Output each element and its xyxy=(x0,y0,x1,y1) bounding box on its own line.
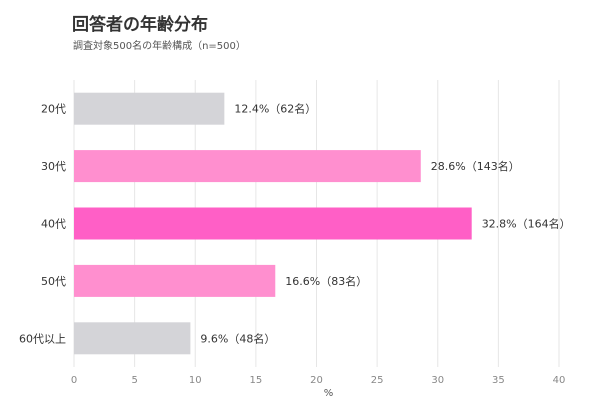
chart-subtitle: 調査対象500名の年齢構成（n=500） xyxy=(73,41,246,52)
category-label: 30代 xyxy=(41,160,66,173)
x-tick-label: 35 xyxy=(492,375,505,386)
x-axis-title: % xyxy=(324,388,334,399)
x-tick-label: 15 xyxy=(250,375,263,386)
x-tick-label: 10 xyxy=(189,375,202,386)
category-label: 60代以上 xyxy=(19,332,66,345)
bar xyxy=(74,92,225,125)
x-tick-label: 5 xyxy=(131,375,137,386)
category-label: 50代 xyxy=(41,275,66,288)
bar xyxy=(74,207,472,240)
category-label: 40代 xyxy=(41,218,66,231)
x-tick-label: 30 xyxy=(431,375,444,386)
data-label: 12.4%（62名） xyxy=(234,102,316,116)
x-tick-label: 0 xyxy=(71,375,77,386)
x-tick-label: 20 xyxy=(310,375,323,386)
bar xyxy=(74,322,191,355)
category-label: 20代 xyxy=(41,103,66,116)
labels: 0 5 10 15 20 25 30 35 40 20代 12.4%（62名） 30代 28.6%（14… xyxy=(19,102,571,386)
chart-title: 回答者の年齢分布 xyxy=(72,15,208,35)
data-label: 9.6%（48名） xyxy=(200,331,275,345)
bars xyxy=(74,92,472,355)
bar xyxy=(74,150,421,183)
bar xyxy=(74,264,276,297)
x-tick-label: 25 xyxy=(371,375,384,386)
x-tick-label: 40 xyxy=(553,375,566,386)
data-label: 28.6%（143名） xyxy=(431,159,520,173)
data-label: 16.6%（83名） xyxy=(285,274,367,288)
data-label: 32.8%（164名） xyxy=(482,217,571,231)
